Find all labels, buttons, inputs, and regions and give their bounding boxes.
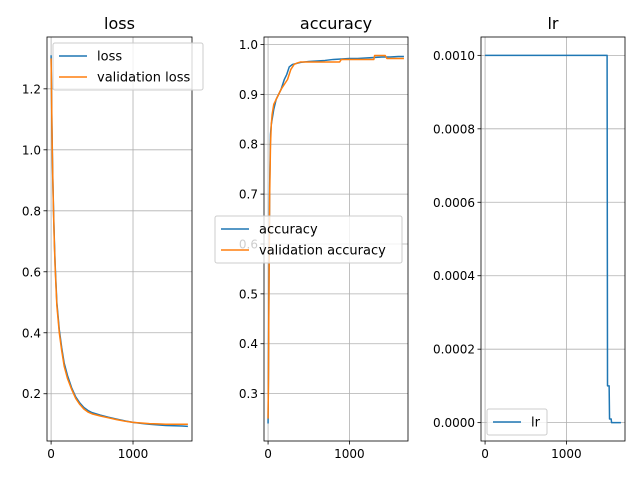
x-tick-label: 1000: [118, 447, 149, 461]
axes-frame: [46, 36, 193, 442]
subplot-lr: 0 1000 0.0000 0.0002 0.0004 0.0006 0.0008 0.001…: [433, 14, 626, 461]
legend: accuracy validation accuracy: [214, 215, 403, 264]
y-tick-label: 0.2: [22, 387, 41, 401]
legend-box: [214, 215, 403, 264]
x-tick-label: 0: [481, 447, 489, 461]
y-tick-label: 0.8: [239, 138, 258, 152]
legend: lr: [486, 408, 548, 436]
y-tick-label: 0.5: [239, 287, 258, 301]
axes-frame: [480, 36, 626, 442]
chart-title: accuracy: [300, 14, 372, 33]
y-tick-label: 0.0000: [433, 416, 475, 430]
y-tick-label: 0.0010: [433, 49, 475, 63]
y-tick-label: 0.0002: [433, 343, 475, 357]
legend-label: accuracy: [259, 223, 318, 238]
y-tick-label: 0.7: [239, 188, 258, 202]
y-tick-label: 0.0006: [433, 196, 475, 210]
y-tick-label: 0.6: [22, 265, 41, 279]
legend: loss validation loss: [52, 42, 204, 91]
y-tick-label: 0.4: [22, 326, 41, 340]
y-tick-label: 0.9: [239, 88, 258, 102]
legend-label: validation loss: [97, 71, 190, 86]
legend-label: validation accuracy: [259, 244, 386, 259]
x-tick-label: 1000: [551, 447, 582, 461]
x-tick-label: 0: [264, 447, 272, 461]
subplot-loss: 0 1000 0.2 0.4 0.6 0.8 1.0 1.2 loss loss validatio…: [22, 14, 204, 461]
series-line-validation-accuracy: [267, 54, 404, 419]
x-tick-label: 1000: [334, 447, 365, 461]
x-tick-label: 0: [47, 447, 55, 461]
y-tick-label: 0.0004: [433, 269, 475, 283]
y-tick-label: 0.4: [239, 337, 258, 351]
y-tick-label: 0.3: [239, 387, 258, 401]
series-line-loss: [50, 55, 188, 428]
subplot-accuracy: 010000.30.40.50.60.70.80.91.0accuracyacc…: [214, 14, 409, 461]
series-line-validation-loss: [50, 58, 188, 425]
chart-title: lr: [547, 14, 558, 33]
legend-label: loss: [97, 50, 122, 65]
legend-box: [52, 42, 204, 91]
y-tick-label: 1.2: [22, 82, 41, 96]
legend-label: lr: [531, 416, 541, 431]
y-tick-label: 1.0: [22, 143, 41, 157]
series-line-lr: [485, 54, 621, 424]
y-tick-label: 0.8: [22, 204, 41, 218]
chart-title: loss: [104, 14, 135, 33]
y-tick-label: 0.0008: [433, 122, 475, 136]
y-tick-label: 1.0: [239, 38, 258, 52]
